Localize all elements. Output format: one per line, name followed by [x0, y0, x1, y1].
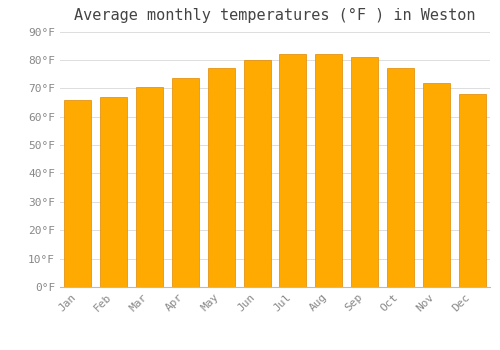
Bar [136, 87, 163, 287]
Bar [172, 78, 199, 287]
Bar [458, 94, 485, 287]
Bar [351, 57, 378, 287]
Bar [280, 54, 306, 287]
Title: Average monthly temperatures (°F ) in Weston: Average monthly temperatures (°F ) in We… [74, 8, 476, 23]
Bar [316, 54, 342, 287]
Bar [423, 83, 450, 287]
Bar [387, 68, 414, 287]
Bar [64, 100, 92, 287]
Bar [244, 60, 270, 287]
Bar [208, 68, 234, 287]
Bar [100, 97, 127, 287]
